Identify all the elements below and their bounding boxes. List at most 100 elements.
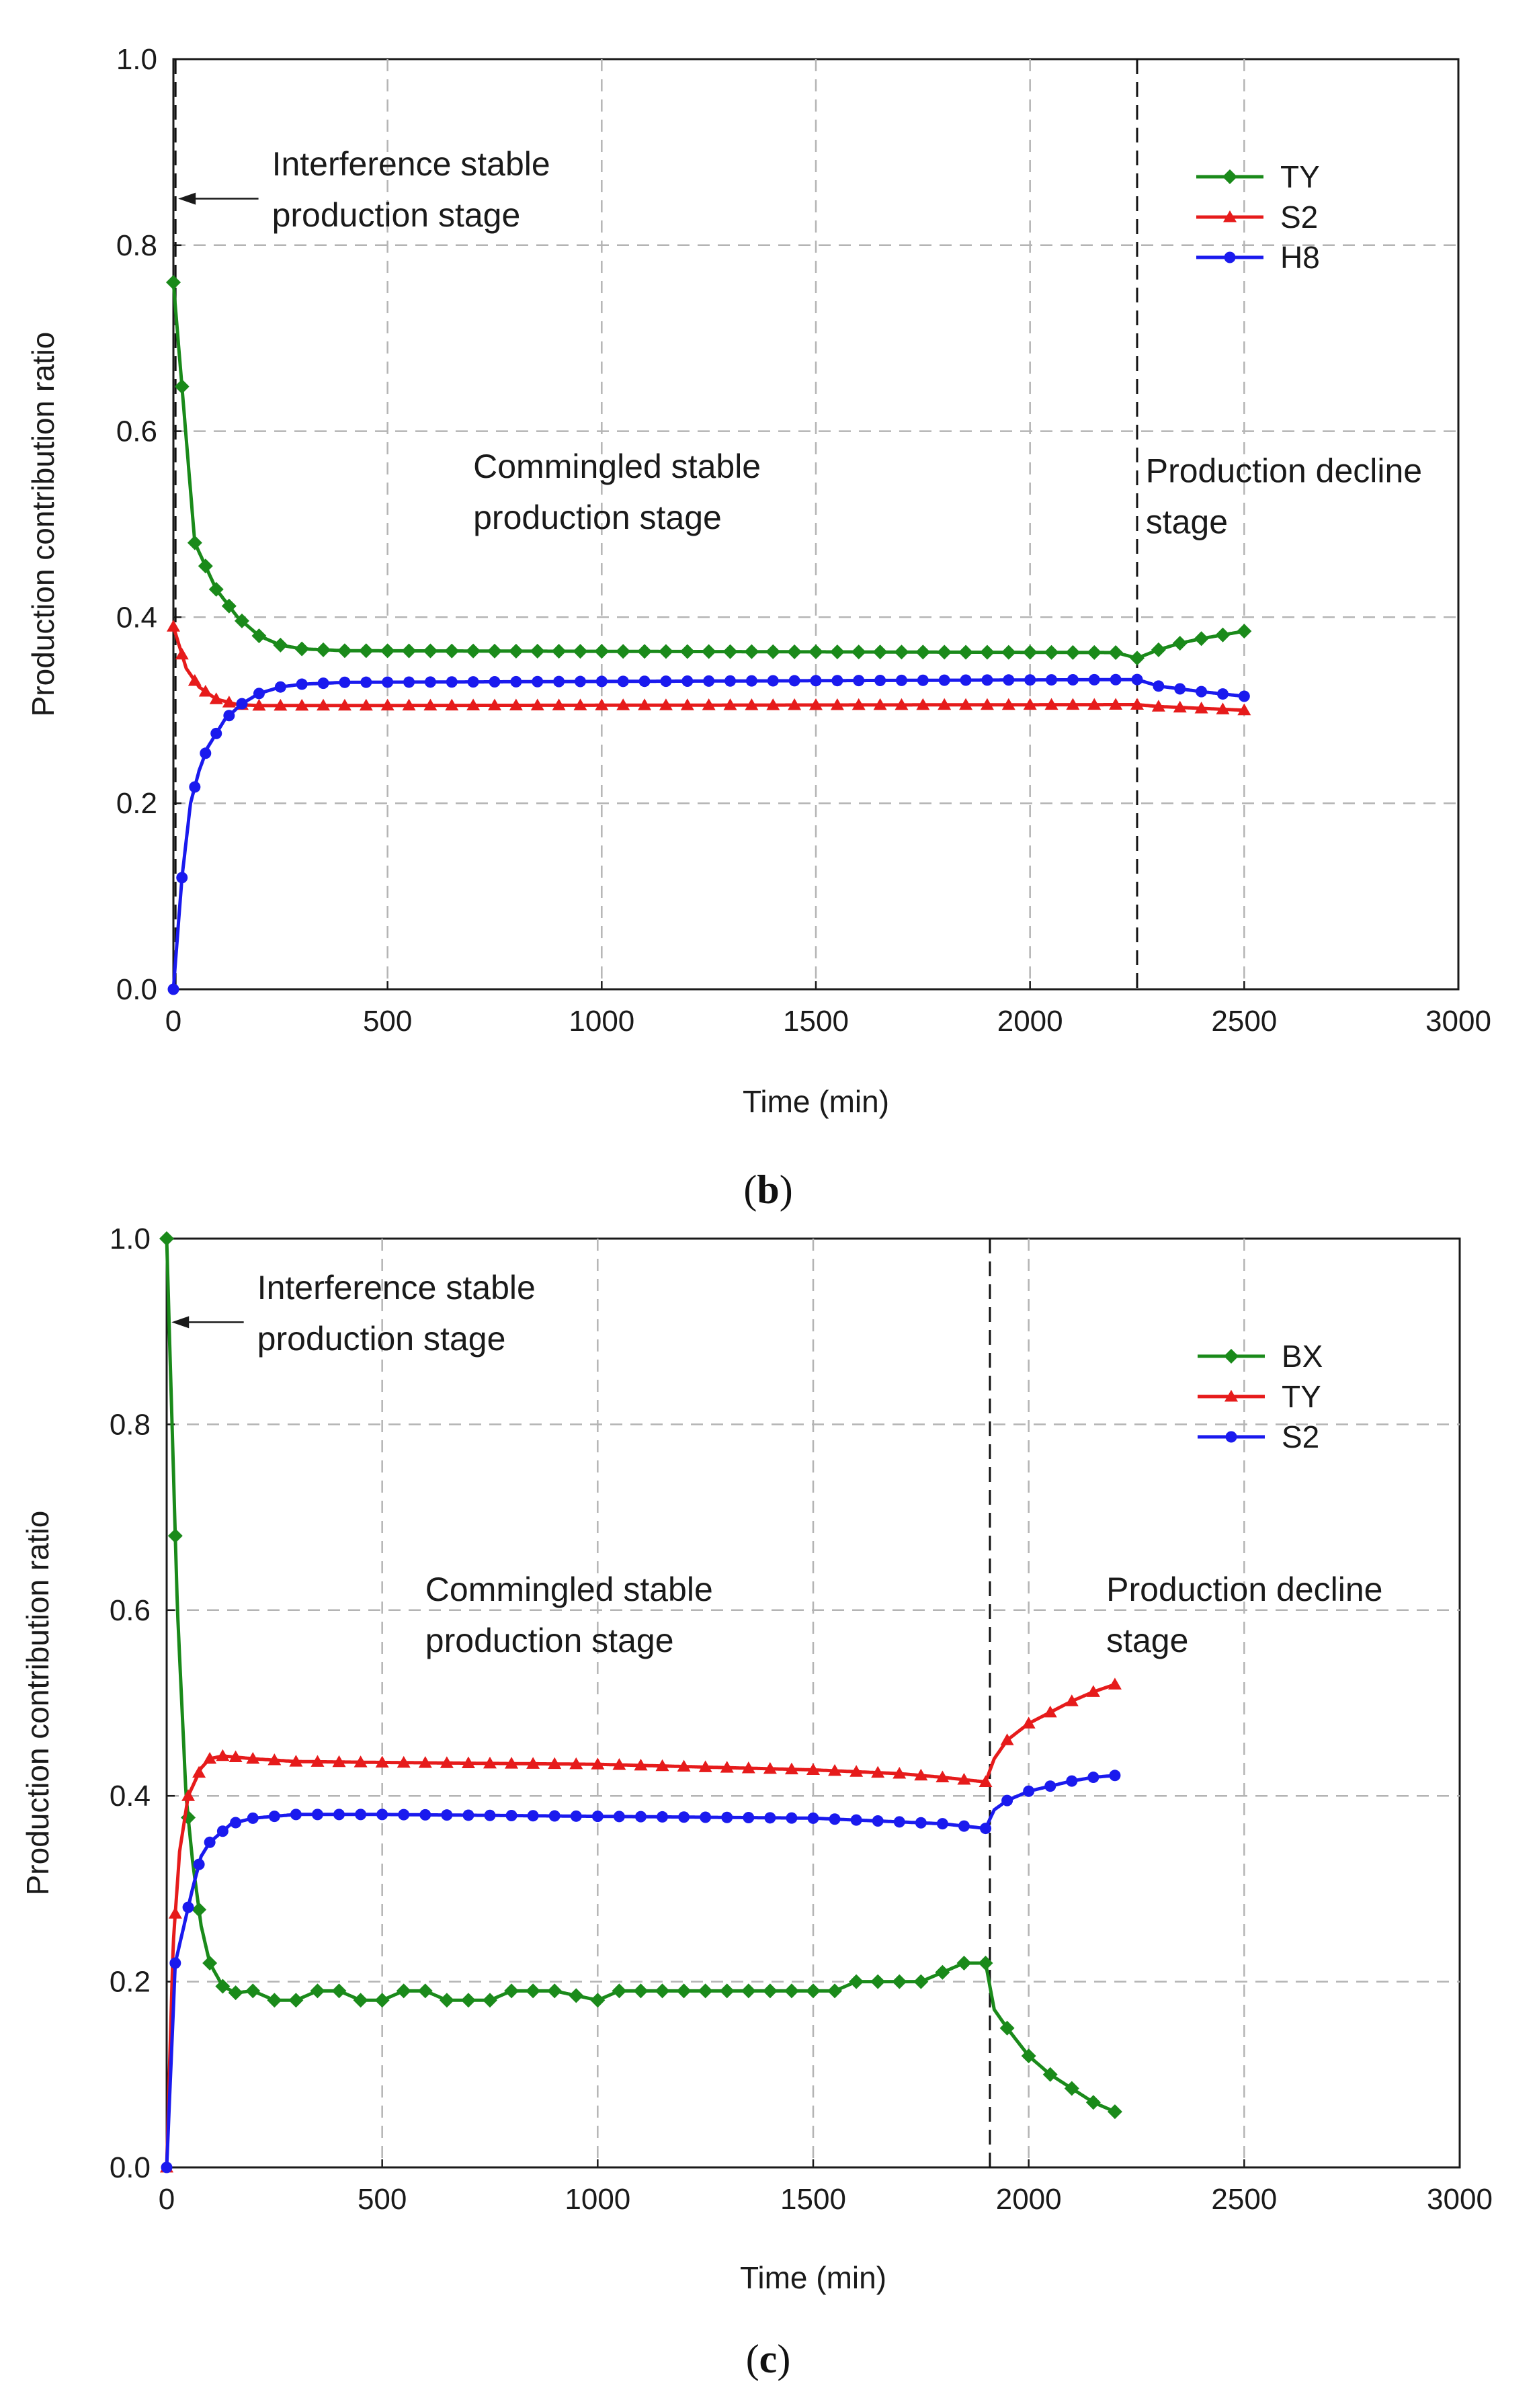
marker-ty (1087, 645, 1102, 660)
marker-ty (192, 1766, 206, 1778)
marker-bx (331, 1983, 347, 1999)
marker-s2 (423, 698, 438, 711)
marker-ty (208, 581, 224, 597)
series-h8-b (167, 673, 1250, 995)
marker-s2 (198, 684, 212, 697)
y-tick-label: 0.0 (110, 2151, 151, 2184)
marker-ty (915, 645, 931, 660)
series-s2-b (167, 620, 1251, 716)
marker-ty (765, 644, 781, 659)
marker-s2 (290, 1809, 302, 1821)
legend-marker (1224, 1349, 1239, 1364)
marker-ty (698, 1760, 712, 1772)
marker-s2 (573, 698, 587, 710)
marker-s2 (441, 1809, 453, 1821)
marker-ty (168, 1907, 182, 1919)
marker-s2 (175, 647, 189, 660)
marker-bx (310, 1983, 325, 1999)
marker-ty (1151, 642, 1166, 657)
marker-h8 (1003, 674, 1015, 686)
marker-ty (937, 645, 952, 660)
marker-ty (337, 643, 352, 659)
marker-s2 (204, 1836, 216, 1848)
marker-ty (594, 644, 610, 659)
marker-h8 (595, 675, 608, 688)
marker-ty (829, 644, 845, 659)
y-tick-label: 0.8 (116, 229, 157, 262)
marker-ty (784, 1762, 798, 1775)
marker-h8 (510, 675, 522, 688)
marker-ty (1194, 631, 1209, 647)
marker-h8 (660, 675, 672, 688)
marker-s2 (829, 1813, 841, 1825)
legend-marker (1222, 169, 1237, 184)
marker-ty (828, 1763, 842, 1776)
marker-s2 (980, 698, 994, 710)
x-axis-label: Time (min) (743, 1084, 889, 1119)
chart-panel-c: 0 500 1000 1500 2000 2500 3000 0.0 0.2 0.4 0.6 0.8 1… (20, 1222, 1493, 2381)
marker-ty (461, 1756, 475, 1769)
marker-bx (676, 1983, 692, 1999)
legend-label: S2 (1282, 1419, 1319, 1454)
stage-annotation: Production decline stage (1146, 452, 1422, 541)
marker-ty (851, 645, 866, 660)
marker-s2 (552, 698, 566, 710)
legend-label: BX (1282, 1339, 1323, 1374)
marker-s2 (209, 692, 223, 704)
marker-ty (808, 644, 823, 659)
legend-label: H8 (1280, 240, 1320, 275)
marker-bx (655, 1983, 670, 1999)
marker-ty (310, 1755, 325, 1767)
marker-h8 (1196, 686, 1208, 698)
marker-s2 (1151, 700, 1165, 712)
marker-ty (936, 1770, 950, 1783)
marker-ty (234, 613, 249, 628)
marker-ty (401, 643, 417, 659)
y-axis-label: Production contribution ratio (26, 332, 60, 717)
marker-ty (979, 645, 995, 660)
annotation-arrowhead (171, 1316, 190, 1329)
x-tick-label: 1000 (569, 1005, 634, 1038)
marker-bx (192, 1902, 207, 1917)
marker-s2 (167, 620, 180, 632)
marker-bx (1085, 2095, 1101, 2110)
marker-h8 (574, 675, 586, 688)
marker-ty (418, 1756, 432, 1768)
legend-marker (1225, 1431, 1237, 1443)
marker-bx (245, 1983, 261, 1999)
marker-s2 (872, 1815, 884, 1827)
marker-ty (181, 1789, 196, 1801)
marker-h8 (1216, 688, 1229, 700)
y-tick-label: 1.0 (116, 43, 157, 76)
marker-bx (806, 1983, 821, 1999)
legend-marker (1223, 210, 1237, 222)
marker-s2 (252, 698, 266, 711)
marker-ty (1108, 645, 1124, 660)
marker-s2 (1216, 702, 1230, 714)
x-tick-label: 2000 (997, 1005, 1063, 1038)
marker-bx (483, 1993, 497, 2008)
marker-bx (935, 1964, 950, 1980)
marker-s2 (216, 1825, 229, 1837)
y-tick-label: 1.0 (110, 1222, 151, 1255)
marker-ty (530, 643, 545, 659)
marker-bx (698, 1983, 713, 1999)
marker-h8 (1174, 683, 1186, 695)
marker-bx (870, 1974, 886, 1989)
marker-s2 (398, 1809, 410, 1821)
marker-h8 (424, 676, 436, 688)
marker-h8 (981, 674, 993, 686)
marker-h8 (788, 675, 800, 687)
marker-ty (1065, 1694, 1079, 1706)
marker-ty (203, 1751, 217, 1764)
marker-s2 (936, 1818, 948, 1830)
marker-s2 (766, 698, 780, 710)
marker-s2 (850, 1814, 862, 1826)
marker-s2 (311, 1809, 323, 1821)
stage-annotation: Interference stable production stage (272, 145, 550, 234)
marker-ty (616, 644, 631, 659)
marker-ty (573, 644, 588, 659)
marker-s2 (402, 698, 416, 711)
marker-s2 (616, 698, 630, 710)
marker-ty (505, 1757, 519, 1769)
